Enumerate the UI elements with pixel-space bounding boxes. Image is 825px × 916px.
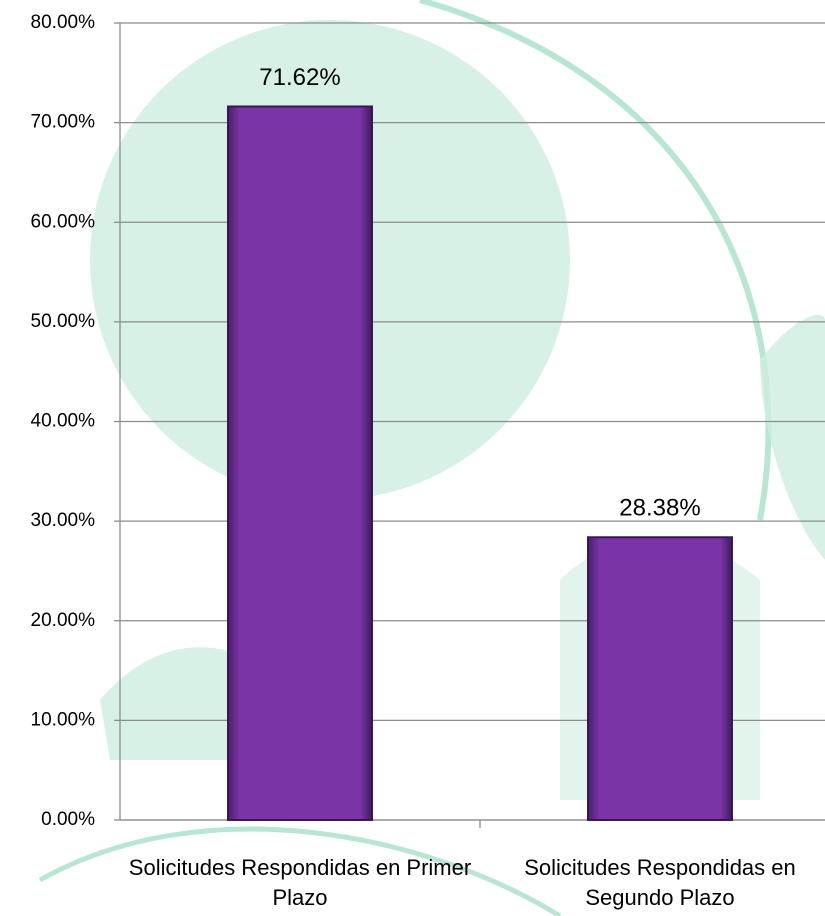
y-tick-label: 50.00% bbox=[31, 311, 96, 332]
value-label: 28.38% bbox=[619, 495, 700, 522]
page: 0.00% 10.00% 20.00% 30.00% 40.00% 50.00% 60.00… bbox=[0, 0, 825, 916]
y-tick-label: 70.00% bbox=[31, 112, 96, 133]
bar bbox=[228, 106, 372, 820]
y-tick-label: 30.00% bbox=[31, 510, 96, 531]
y-tick-label: 60.00% bbox=[31, 211, 96, 232]
y-tick-label: 0.00% bbox=[41, 809, 95, 830]
y-tick-label: 80.00% bbox=[31, 12, 96, 33]
bar bbox=[588, 537, 732, 820]
x-tick-label: Solicitudes Respondidas en Primer Plazo bbox=[125, 853, 475, 913]
x-tick-label: Solicitudes Respondidas en Segundo Plazo bbox=[485, 853, 825, 913]
value-label: 71.62% bbox=[259, 64, 340, 91]
y-tick-label: 10.00% bbox=[31, 709, 96, 730]
chart: 0.00% 10.00% 20.00% 30.00% 40.00% 50.00% 60.00… bbox=[0, 0, 825, 916]
y-tick-label: 40.00% bbox=[31, 411, 96, 432]
y-tick-label: 20.00% bbox=[31, 610, 96, 631]
